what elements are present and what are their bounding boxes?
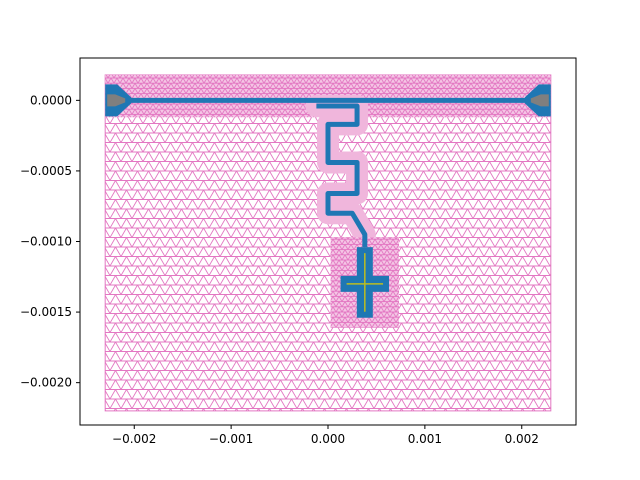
y-tick-label: −0.0015 (20, 305, 72, 319)
x-tick-label: 0.001 (408, 432, 442, 446)
meander-resonator (316, 103, 368, 248)
y-axis-ticks: 0.0000 −0.0005 −0.0010 −0.0015 −0.0020 (20, 93, 80, 390)
port-left-center (107, 94, 126, 107)
port-right-center (530, 94, 549, 107)
y-tick-label: −0.0010 (20, 235, 72, 249)
plot-area (104, 74, 552, 412)
x-tick-label: −0.002 (112, 432, 156, 446)
metal-layer (105, 84, 551, 318)
y-tick-label: −0.0020 (20, 376, 72, 390)
x-tick-label: 0.000 (311, 432, 345, 446)
y-tick-label: 0.0000 (30, 93, 72, 107)
x-axis-ticks: −0.002 −0.001 0.000 0.001 0.002 (112, 425, 539, 446)
x-tick-label: 0.002 (505, 432, 539, 446)
x-tick-label: −0.001 (209, 432, 253, 446)
y-tick-label: −0.0005 (20, 164, 72, 178)
